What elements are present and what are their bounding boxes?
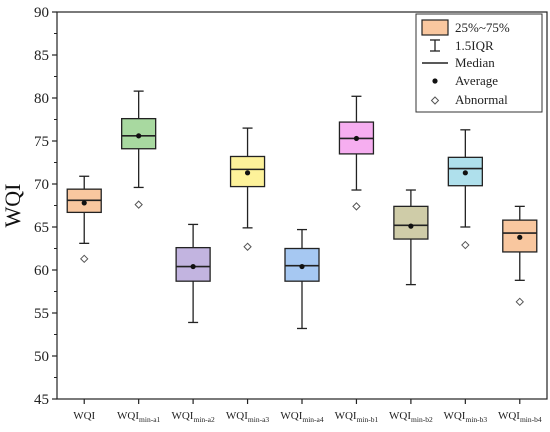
box-group-1 <box>66 175 102 264</box>
y-tick-label: 55 <box>34 306 49 322</box>
box-group-5 <box>284 228 320 330</box>
x-tick-label: WQImin-a4 <box>280 410 323 424</box>
legend-whisker-label: 1.5IQR <box>455 38 494 53</box>
legend-outlier-marker <box>430 96 440 105</box>
box-iqr <box>284 247 320 282</box>
legend-box-swatch <box>421 19 449 36</box>
average-marker <box>408 223 414 229</box>
x-tick-label: WQImin-b2 <box>389 410 433 424</box>
outlier-marker <box>134 200 143 209</box>
x-tick-label: WQImin-a1 <box>117 410 160 424</box>
box-group-6 <box>338 95 375 211</box>
x-tick-label: WQImin-b3 <box>443 410 487 424</box>
legend-box-label: 25%~75% <box>455 20 510 35</box>
average-marker <box>136 133 142 139</box>
outlier-marker <box>352 202 361 211</box>
y-axis-title: WQI <box>0 184 25 228</box>
box-group-4 <box>229 127 266 251</box>
box-group-8 <box>447 129 483 250</box>
axes: 45 50 55 60 65 70 75 80 85 90 WQI WQImin-a1 WQImin-a… <box>34 5 548 424</box>
y-tick-label: 70 <box>34 177 49 193</box>
y-tick-label: 80 <box>34 91 49 107</box>
average-marker <box>462 170 468 176</box>
legend-average-label: Average <box>455 73 498 88</box>
legend: 25%~75% 1.5IQR Median Average Abnormal <box>415 13 543 113</box>
average-marker <box>244 170 251 176</box>
y-tick-label: 75 <box>34 134 49 150</box>
y-tick-label: 90 <box>34 5 49 21</box>
y-tick-label: 60 <box>34 263 49 279</box>
y-tick-label: 50 <box>34 349 49 365</box>
box-group-9 <box>502 205 538 307</box>
x-tick-label: WQImin-a3 <box>226 410 269 424</box>
box-group-3 <box>175 223 211 324</box>
outlier-marker <box>243 242 252 251</box>
x-tick-label: WQImin-b1 <box>335 410 379 424</box>
outlier-marker <box>461 240 470 250</box>
average-marker <box>353 135 360 142</box>
box-group-7 <box>393 189 429 286</box>
average-marker <box>81 200 87 206</box>
legend-outlier-label: Abnormal <box>455 92 508 107</box>
average-marker <box>299 263 305 270</box>
x-tick-label: WQI <box>73 410 95 422</box>
outlier-marker <box>515 297 524 307</box>
x-tick-label: WQImin-b4 <box>498 410 542 424</box>
y-tick-label: 45 <box>34 392 49 408</box>
y-tick-label: 65 <box>34 220 49 236</box>
legend-median-label: Median <box>455 55 495 70</box>
outlier-marker <box>80 254 89 264</box>
average-marker <box>517 234 523 240</box>
y-tick-label: 85 <box>34 48 49 64</box>
box-iqr <box>393 205 429 240</box>
x-tick-label: WQImin-a2 <box>171 410 214 424</box>
plot-area <box>66 90 538 330</box>
legend-whisker-icon <box>430 39 440 52</box>
box-group-2 <box>121 90 157 209</box>
average-marker <box>190 263 196 270</box>
legend-average-marker <box>432 78 438 84</box>
